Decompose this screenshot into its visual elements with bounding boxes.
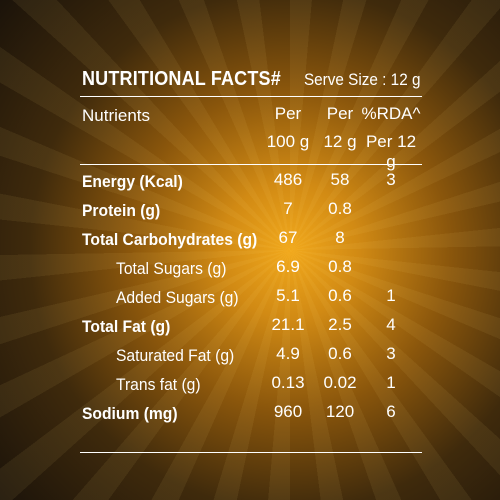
panel-title: NUTRITIONAL FACTS# (82, 68, 281, 90)
nutrient-name: Total Carbohydrates (g) (82, 230, 258, 249)
nutrient-name: Energy (Kcal) (82, 172, 183, 191)
col-rda-line2: Per 12 g (365, 132, 417, 171)
header-top-rule (80, 96, 422, 97)
value-per-100g: 960 (273, 402, 303, 421)
nutrition-facts-panel: NUTRITIONAL FACTS# Serve Size : 12 g (80, 64, 422, 94)
value-rda: 1 (386, 373, 396, 392)
table-row: Sodium (mg) 960 120 6 (80, 400, 422, 429)
nutrient-name: Added Sugars (g) (116, 288, 239, 307)
nutrient-name: Sodium (mg) (82, 404, 178, 423)
value-rda: 3 (386, 344, 396, 363)
nutrient-name: Trans fat (g) (116, 375, 201, 394)
table-row: Protein (g) 7 0.8 (80, 197, 422, 226)
value-per-12g: 0.8 (328, 199, 352, 218)
nutrient-name: Total Fat (g) (82, 317, 171, 336)
col-per12-line1: Per (326, 104, 354, 123)
value-rda: 6 (386, 402, 396, 421)
table-row: Added Sugars (g) 5.1 0.6 1 (80, 284, 422, 313)
value-rda: 3 (386, 170, 396, 189)
col-per100-line1: Per (274, 104, 302, 123)
value-per-12g: 58 (330, 170, 350, 189)
nutrient-rows: Energy (Kcal) 486 58 3 Protein (g) 7 0.8… (80, 168, 422, 429)
nutrient-name: Protein (g) (82, 201, 161, 220)
table-row: Trans fat (g) 0.13 0.02 1 (80, 371, 422, 400)
value-per-100g: 486 (273, 170, 303, 189)
title-row: NUTRITIONAL FACTS# Serve Size : 12 g (80, 64, 422, 94)
table-row: Saturated Fat (g) 4.9 0.6 3 (80, 342, 422, 371)
value-per-12g: 2.5 (328, 315, 352, 334)
table-bottom-rule (80, 452, 422, 453)
serve-size: Serve Size : 12 g (303, 70, 420, 89)
value-per-100g: 4.9 (276, 344, 300, 363)
value-per-12g: 8 (335, 228, 345, 247)
value-per-12g: 0.6 (328, 286, 352, 305)
table-header: Nutrients Per 100 g Per 12 g %RDA^ Per 1… (80, 100, 422, 171)
value-per-100g: 7 (283, 199, 293, 218)
table-row: Total Sugars (g) 6.9 0.8 (80, 255, 422, 284)
value-per-100g: 5.1 (276, 286, 300, 305)
value-per-12g: 0.02 (323, 373, 357, 392)
value-per-100g: 0.13 (271, 373, 305, 392)
value-per-100g: 67 (278, 228, 298, 247)
value-per-100g: 21.1 (271, 315, 305, 334)
nutrient-name: Saturated Fat (g) (116, 346, 235, 365)
value-per-12g: 0.8 (328, 257, 352, 276)
value-per-12g: 120 (325, 402, 355, 421)
nutrient-name: Total Sugars (g) (116, 259, 227, 278)
col-rda-line1: %RDA^ (361, 104, 421, 123)
header-bottom-rule (80, 164, 422, 165)
col-per12-line2: 12 g (323, 132, 357, 151)
col-nutrients-label: Nutrients (82, 106, 151, 125)
value-rda: 1 (386, 286, 396, 305)
table-row: Total Fat (g) 21.1 2.5 4 (80, 313, 422, 342)
value-per-100g: 6.9 (276, 257, 300, 276)
col-per100-line2: 100 g (266, 132, 310, 151)
value-rda: 4 (386, 315, 396, 334)
table-row: Total Carbohydrates (g) 67 8 (80, 226, 422, 255)
value-per-12g: 0.6 (328, 344, 352, 363)
table-row: Energy (Kcal) 486 58 3 (80, 168, 422, 197)
